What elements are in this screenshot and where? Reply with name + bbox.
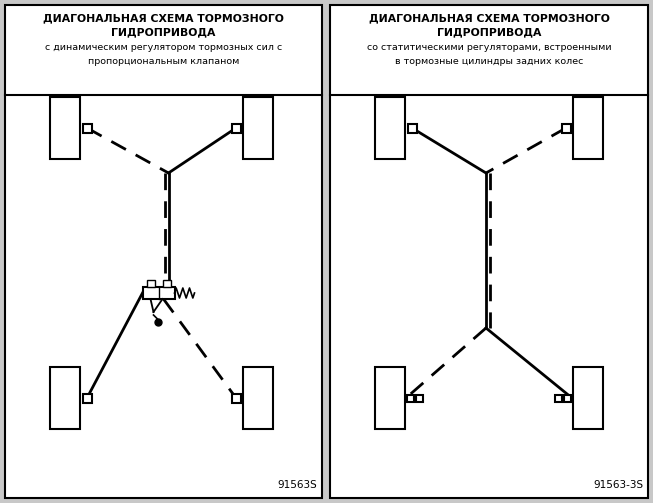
- Bar: [50, 97, 80, 159]
- Bar: [232, 124, 240, 132]
- Bar: [146, 280, 155, 287]
- Bar: [562, 124, 571, 132]
- Text: ГИДРОПРИВОДА: ГИДРОПРИВОДА: [111, 27, 215, 37]
- Bar: [243, 97, 273, 159]
- Bar: [573, 97, 603, 159]
- Text: 91563S: 91563S: [278, 480, 317, 490]
- Text: 91563-3S: 91563-3S: [593, 480, 643, 490]
- Bar: [407, 394, 414, 401]
- Text: ДИАГОНАЛЬНАЯ СХЕМА ТОРМОЗНОГО: ДИАГОНАЛЬНАЯ СХЕМА ТОРМОЗНОГО: [368, 13, 609, 23]
- Bar: [416, 394, 423, 401]
- Text: в тормозные цилиндры задних колес: в тормозные цилиндры задних колес: [395, 57, 583, 66]
- Bar: [232, 393, 240, 402]
- Bar: [50, 367, 80, 429]
- Bar: [375, 367, 405, 429]
- Bar: [407, 124, 417, 132]
- Bar: [82, 393, 91, 402]
- Bar: [243, 367, 273, 429]
- Bar: [142, 287, 174, 299]
- Bar: [564, 394, 571, 401]
- Bar: [330, 5, 648, 498]
- Text: со статитическими регуляторами, встроенными: со статитическими регуляторами, встроенн…: [367, 43, 611, 52]
- Bar: [5, 5, 322, 498]
- Bar: [375, 97, 405, 159]
- Bar: [82, 124, 91, 132]
- Bar: [555, 394, 562, 401]
- Text: с динамическим регулятором тормозных сил с: с динамическим регулятором тормозных сил…: [45, 43, 282, 52]
- Bar: [163, 280, 170, 287]
- Text: ДИАГОНАЛЬНАЯ СХЕМА ТОРМОЗНОГО: ДИАГОНАЛЬНАЯ СХЕМА ТОРМОЗНОГО: [43, 13, 284, 23]
- Bar: [573, 367, 603, 429]
- Text: ГИДРОПРИВОДА: ГИДРОПРИВОДА: [437, 27, 541, 37]
- Text: пропорциональным клапаном: пропорциональным клапаном: [88, 57, 239, 66]
